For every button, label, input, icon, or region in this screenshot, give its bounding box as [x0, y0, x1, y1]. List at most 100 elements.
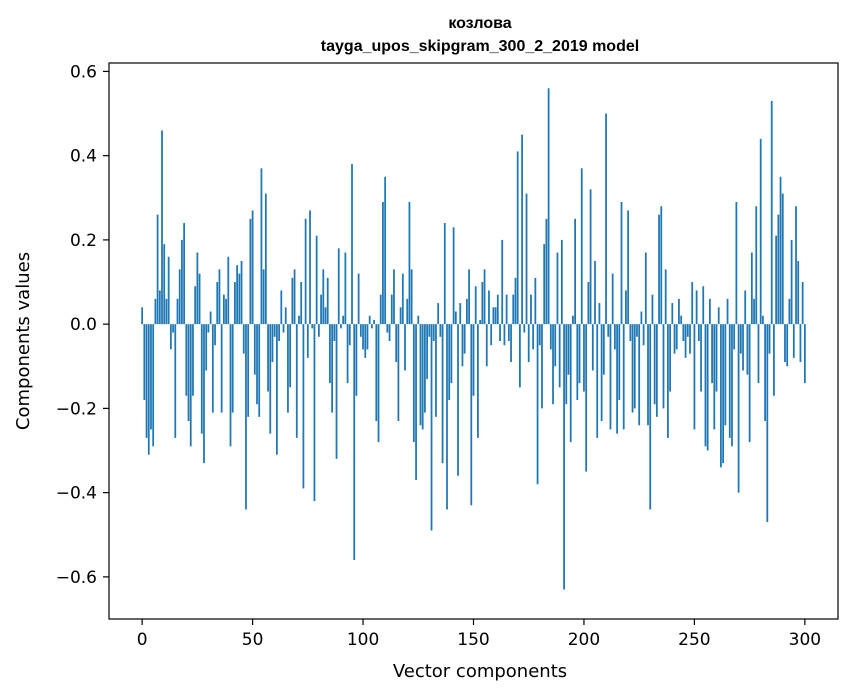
- bar: [300, 282, 303, 325]
- bar: [158, 290, 161, 325]
- bar: [240, 260, 243, 325]
- bar: [470, 324, 473, 506]
- bar: [614, 324, 616, 350]
- bar: [558, 324, 561, 388]
- bar: [441, 324, 444, 464]
- bar: [633, 324, 636, 409]
- bar: [655, 324, 658, 417]
- bar: [587, 282, 590, 325]
- bar: [576, 324, 579, 400]
- bar: [625, 290, 627, 325]
- bar: [463, 324, 466, 354]
- y-tick-label: 0.6: [70, 62, 97, 82]
- x-tick-label: 300: [789, 630, 821, 650]
- bar: [145, 324, 148, 438]
- bar: [507, 324, 510, 341]
- bar: [227, 256, 230, 325]
- bar: [742, 324, 744, 371]
- bar: [565, 324, 568, 405]
- bar: [382, 202, 384, 325]
- y-axis-label: Components values: [13, 252, 34, 430]
- bar: [580, 168, 583, 325]
- bar: [503, 324, 506, 346]
- bar: [450, 324, 453, 384]
- bar: [660, 206, 663, 325]
- bar: [636, 324, 638, 337]
- bar: [465, 298, 468, 325]
- bar: [196, 252, 199, 325]
- bar: [304, 218, 307, 325]
- bar: [291, 277, 294, 325]
- bar: [362, 324, 364, 350]
- bar: [280, 290, 283, 325]
- bar: [775, 235, 778, 325]
- bar: [567, 324, 570, 375]
- x-axis-ticks: 0 50 100 150 200 250 300: [137, 619, 821, 650]
- chart-title: козлова: [448, 15, 511, 32]
- bar: [479, 319, 482, 325]
- bar: [572, 315, 574, 325]
- y-tick-label: 0.2: [70, 231, 97, 251]
- bar: [302, 324, 305, 489]
- bar: [430, 324, 433, 531]
- bar: [167, 256, 170, 325]
- bar: [651, 294, 654, 325]
- bar: [415, 324, 417, 480]
- bar: [428, 324, 431, 337]
- bar: [678, 298, 680, 325]
- x-tick-label: 0: [137, 630, 148, 650]
- bar: [755, 206, 758, 325]
- bar: [560, 239, 563, 325]
- bar: [589, 189, 592, 325]
- bar: [779, 176, 782, 325]
- bar: [315, 235, 318, 325]
- bar: [596, 324, 599, 438]
- bar: [556, 252, 559, 325]
- bar: [607, 324, 610, 337]
- x-tick-label: 200: [568, 630, 600, 650]
- bar: [355, 324, 358, 396]
- bar: [788, 298, 791, 325]
- bar: [298, 315, 300, 325]
- bar: [684, 324, 687, 358]
- bar: [236, 265, 239, 325]
- bar: [417, 315, 420, 325]
- bar: [492, 307, 495, 325]
- bar: [359, 324, 362, 337]
- bar: [715, 324, 718, 392]
- bar: [366, 324, 369, 350]
- bar: [216, 282, 219, 325]
- bar: [477, 324, 479, 438]
- bar: [609, 324, 612, 430]
- bar: [490, 324, 493, 346]
- bar: [377, 324, 380, 443]
- bar: [205, 324, 208, 371]
- bar: [611, 273, 614, 325]
- bar: [192, 324, 194, 396]
- bar: [598, 303, 601, 325]
- bar: [393, 269, 395, 325]
- bar: [320, 294, 322, 325]
- bar: [534, 277, 537, 325]
- bar: [386, 324, 389, 333]
- x-axis-label: Vector components: [393, 661, 567, 682]
- bar: [364, 324, 367, 358]
- bar: [644, 252, 647, 325]
- bar: [669, 324, 671, 392]
- bar: [229, 324, 232, 447]
- bar: [311, 324, 314, 329]
- bar: [583, 324, 585, 392]
- bar: [395, 324, 398, 363]
- bar: [722, 324, 725, 464]
- bar: [708, 298, 711, 325]
- bar: [421, 324, 424, 430]
- bar: [273, 324, 276, 337]
- bar: [671, 303, 674, 325]
- bar: [271, 324, 274, 363]
- bar: [353, 324, 356, 561]
- bar: [156, 214, 159, 325]
- bar: [163, 244, 166, 325]
- bar: [739, 324, 742, 354]
